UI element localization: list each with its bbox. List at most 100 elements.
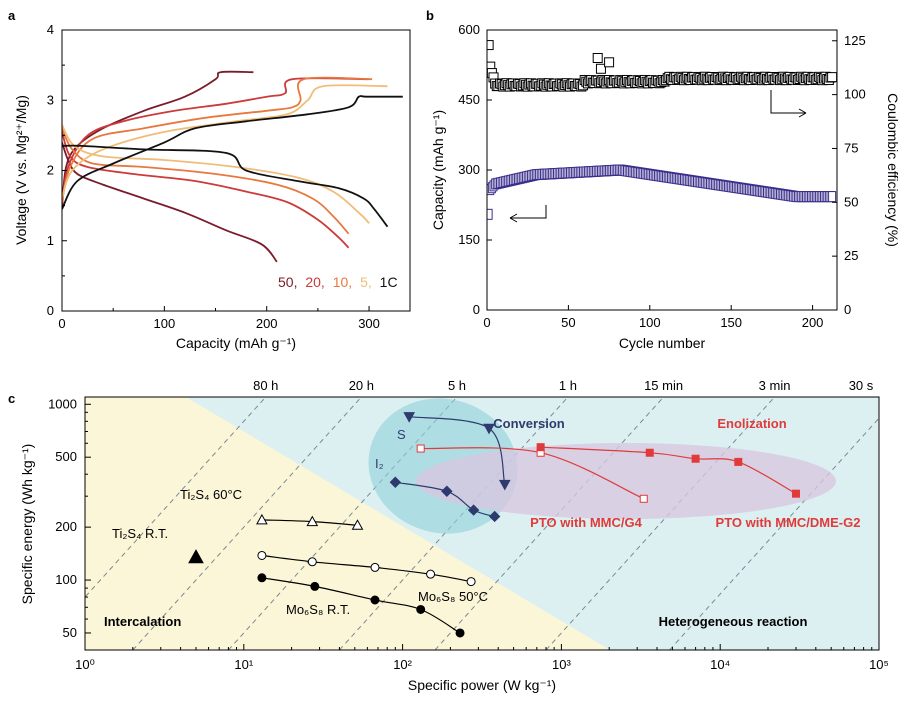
series-point — [536, 443, 545, 452]
mo-50-label: Mo₆S₈ 50°C — [418, 589, 488, 604]
c-xtick-label: 10⁵ — [869, 657, 889, 672]
a-xtick-label: 0 — [58, 316, 65, 331]
curve-5C-discharge — [62, 124, 370, 224]
capacity-arrow — [510, 205, 547, 219]
c-ytick-label: 200 — [55, 519, 77, 534]
series-point — [389, 476, 402, 488]
legend-50c: 50, — [278, 274, 297, 290]
panel-c-label: c — [8, 391, 15, 406]
panel-c-ticks: 10⁰ 10¹ 10² 10³ 10⁴ 10⁵ 50 100 200 500 1000 — [48, 396, 889, 672]
series-point — [498, 479, 511, 491]
heterogeneous-label: Heterogeneous reaction — [659, 614, 808, 629]
series-point — [455, 628, 465, 638]
time-line — [339, 397, 569, 650]
curve-10C-discharge — [62, 127, 350, 235]
ce-point — [827, 72, 837, 83]
series-point — [188, 549, 204, 564]
time-line — [545, 397, 775, 650]
series-point — [416, 604, 426, 614]
panel-a-ylabel: Voltage (V vs. Mg²⁺/Mg) — [13, 95, 29, 245]
series-point — [351, 519, 364, 530]
panel-c-xlabel: Specific power (W kg⁻¹) — [408, 677, 556, 693]
b-y2tick-label: 50 — [844, 194, 858, 209]
series-point — [466, 577, 476, 587]
curve-1C-charge — [62, 95, 403, 210]
series-point — [370, 562, 380, 572]
series-point — [426, 569, 436, 579]
series-point — [488, 510, 501, 523]
time-line-label: 15 min — [644, 378, 683, 393]
b-xtick-label: 200 — [802, 315, 824, 330]
panel-a-ticks: 0 100 200 300 0 1 2 3 4 — [47, 22, 380, 331]
time-line — [132, 397, 362, 650]
time-labels: 80 h 20 h 5 h 1 h 15 min 3 min 30 s — [253, 378, 874, 393]
series-point — [691, 454, 700, 463]
ti-rt-label: Ti₂S₄ R.T. — [112, 526, 168, 541]
panel-b-label: b — [426, 8, 434, 23]
series-line — [395, 481, 495, 518]
b-y2tick-label: 0 — [844, 302, 851, 317]
panel-a-legend: 50, 20, 10, 5, 1C — [278, 274, 398, 290]
ce-point — [487, 40, 494, 51]
time-lines — [85, 397, 879, 650]
b-y2tick-label: 125 — [844, 33, 866, 48]
b-xtick-label: 100 — [639, 315, 661, 330]
b-xtick-label: 150 — [720, 315, 742, 330]
c-xtick-label: 10³ — [552, 657, 571, 672]
i2-label: I₂ — [375, 456, 384, 471]
panel-c-frame — [84, 396, 880, 651]
enolization-ellipse — [416, 443, 836, 519]
time-line-label: 30 s — [849, 378, 874, 393]
pto-dme-label: PTO with MMC/DME-G2 — [716, 515, 861, 530]
b-xtick-label: 50 — [561, 315, 575, 330]
series-point — [483, 423, 495, 435]
panel-b-ylabel: Capacity (mAh g⁻¹) — [430, 110, 446, 230]
c-xtick-label: 10¹ — [234, 657, 253, 672]
a-xtick-label: 100 — [154, 316, 176, 331]
capacity-point — [487, 208, 493, 220]
time-line — [669, 417, 879, 650]
curve-1C-discharge — [62, 144, 389, 228]
c-xtick-label: 10⁰ — [75, 657, 95, 672]
mo-rt-label: Mo₆S₈ R.T. — [286, 602, 350, 617]
time-line-label: 3 min — [759, 378, 791, 393]
enolization-label: Enolization — [717, 416, 786, 431]
b-ytick-label: 450 — [458, 92, 480, 107]
time-line — [228, 397, 458, 650]
curve-50C-discharge — [62, 142, 278, 263]
panel-c: c 10⁰ 10¹ 10² 10³ 10⁴ 10⁵ 50 100 200 500 1000 80 h… — [8, 378, 889, 693]
series-point — [256, 513, 268, 525]
time-line-label: 5 h — [448, 378, 466, 393]
ce-outlier-point — [595, 63, 606, 74]
time-line-label: 1 h — [559, 378, 577, 393]
series-point — [467, 504, 480, 516]
series-point — [306, 515, 319, 527]
panel-b: b 0 50 100 150 200 0 150 300 450 600 0 25 50 75 100 125… — [426, 8, 899, 351]
ce-arrow — [770, 90, 806, 114]
time-line-label: 80 h — [253, 378, 278, 393]
conversion-label: Conversion — [493, 416, 565, 431]
a-ytick-label: 4 — [47, 22, 54, 37]
panel-b-marks — [487, 40, 837, 220]
intercalation-label: Intercalation — [104, 614, 181, 629]
capacity-arrowhead — [509, 213, 518, 223]
b-ytick-label: 0 — [473, 302, 480, 317]
c-ytick-label: 1000 — [48, 396, 77, 411]
panel-b-xlabel: Cycle number — [619, 335, 706, 351]
legend-1c: 1C — [380, 274, 398, 290]
c-ytick-label: 500 — [55, 449, 77, 464]
curve-20C-charge — [62, 77, 370, 206]
series-point — [791, 489, 800, 498]
legend-10c: 10, — [333, 274, 352, 290]
series-point — [734, 457, 743, 466]
b-ytick-label: 150 — [458, 232, 480, 247]
series-point — [307, 557, 317, 567]
curve-10C-charge — [62, 76, 373, 203]
series-point — [403, 412, 416, 423]
series-point — [310, 581, 320, 591]
series-point — [370, 595, 380, 605]
series-point — [441, 485, 453, 497]
a-ytick-label: 2 — [47, 163, 54, 178]
panel-b-ticks: 0 50 100 150 200 0 150 300 450 600 0 25 50 75 100 125 — [458, 22, 865, 330]
